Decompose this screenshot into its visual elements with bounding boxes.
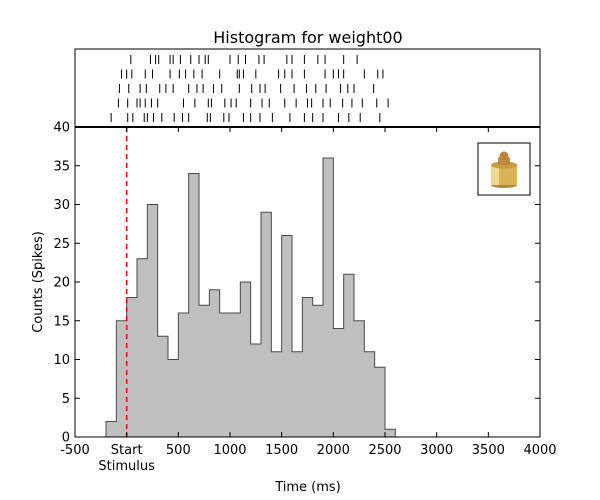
x-tick-label: 1000 [213,443,246,458]
y-tick-label: 10 [53,353,70,368]
histogram-outline [105,157,396,438]
x-axis-label: Time (ms) [274,480,341,495]
y-tick-label: 35 [53,159,70,174]
x-tick-label: -500 [60,443,90,458]
y-tick-label: 5 [62,392,70,407]
raster-ticks [110,55,389,122]
x-tick-label: 3000 [420,443,453,458]
x-tick-label: 500 [166,443,191,458]
inset-box [477,142,531,196]
x-tick-label: Start [111,443,143,458]
y-tick-label: 15 [53,314,70,329]
y-tick-label: 0 [62,431,70,446]
x-tick-label: 2000 [317,443,350,458]
y-axis-label: Counts (Spikes) [31,231,46,333]
x-axis-ticks: -500 Start 500 1000 1500 2000 2500 3000 3500 4000 [60,127,557,458]
y-tick-label: 30 [53,198,70,213]
x-tick-label: 3500 [472,443,505,458]
raster-panel [74,48,541,128]
stimulus-label: Stimulus [98,459,155,474]
y-tick-label: 40 [53,121,70,136]
y-tick-label: 25 [53,237,70,252]
x-tick-label: 1500 [265,443,298,458]
y-axis-ticks: 0 5 10 15 20 25 30 35 40 [53,121,540,446]
y-tick-label: 20 [53,276,70,291]
brass-weight-icon [491,151,517,188]
chart-title: Histogram for weight00 [213,28,402,47]
x-tick-label: 4000 [523,443,556,458]
x-tick-label: 2500 [368,443,401,458]
